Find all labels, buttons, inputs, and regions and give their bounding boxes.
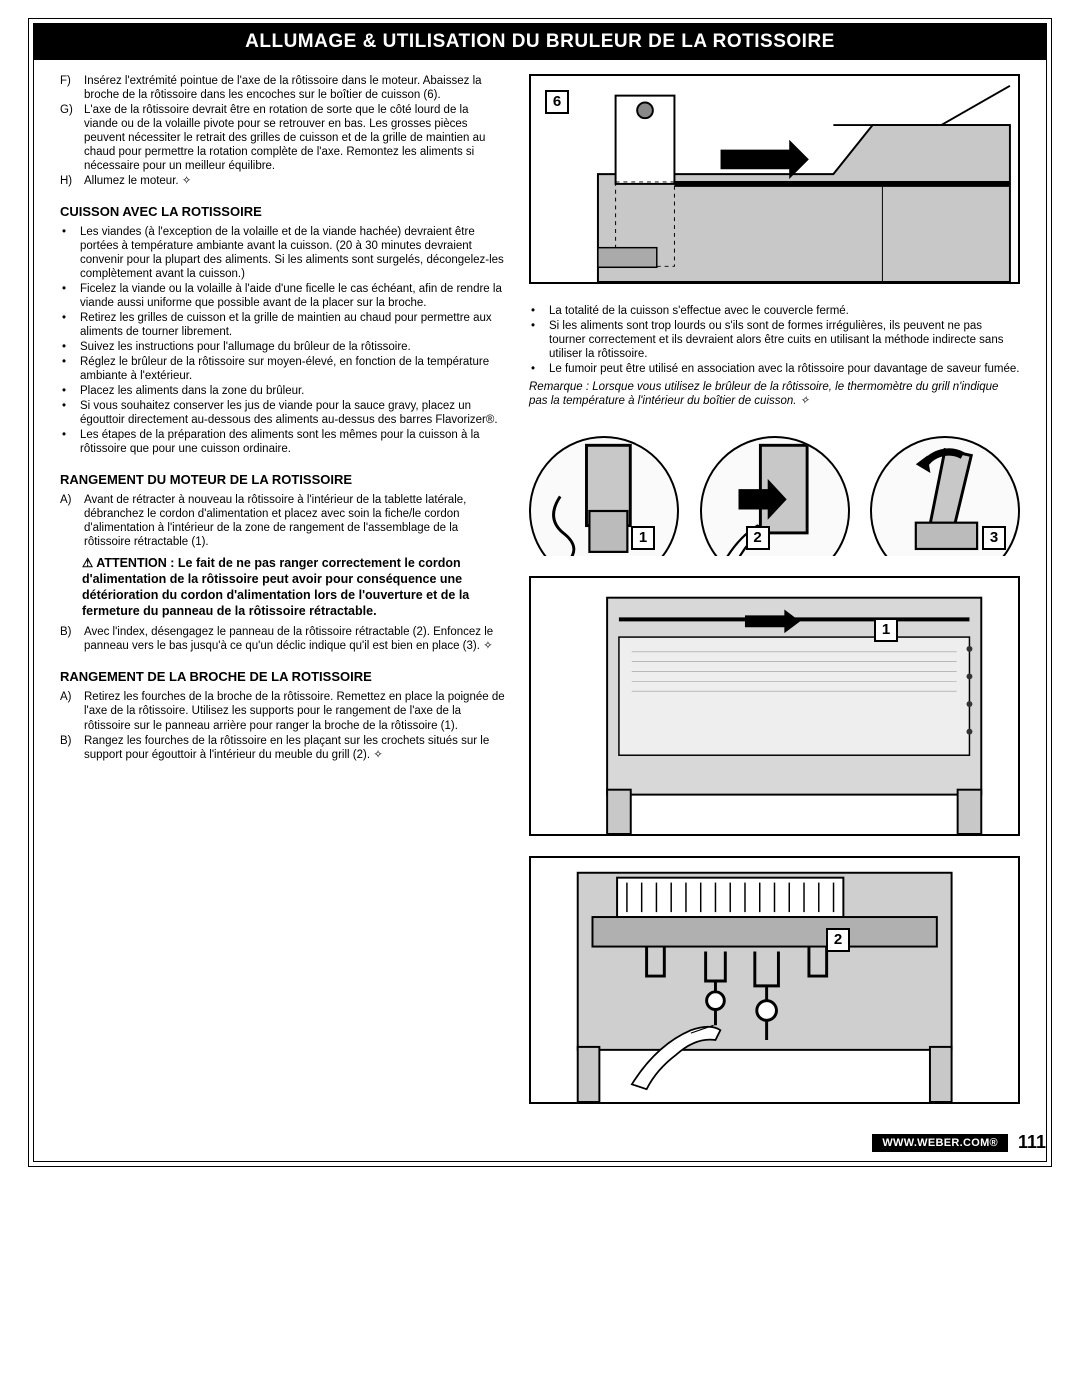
list-item: G)L'axe de la rôtissoire devrait être en… <box>60 103 505 173</box>
list-item: H) Allumez le moteur. ✧ <box>60 174 505 188</box>
list-item: Ficelez la viande ou la volaille à l'aid… <box>60 282 505 310</box>
figure-back-svg <box>531 578 1018 834</box>
text: L'axe de la rôtissoire devrait être en r… <box>84 103 505 173</box>
marker: A) <box>60 690 78 732</box>
list-item: Placez les aliments dans la zone du brûl… <box>60 384 505 398</box>
text: Les viandes (à l'exception de la volaill… <box>80 225 505 281</box>
text: Avant de rétracter à nouveau la rôtissoi… <box>84 493 505 549</box>
section-heading-motor-storage: RANGEMENT DU MOTEUR DE LA ROTISSOIRE <box>60 472 505 487</box>
section-heading-spit-storage: RANGEMENT DE LA BROCHE DE LA ROTISSOIRE <box>60 669 505 684</box>
marker: H) <box>60 174 78 188</box>
section-heading-cooking: CUISSON AVEC LA ROTISSOIRE <box>60 204 505 219</box>
figure-6-svg <box>531 76 1018 282</box>
figure-drip-svg <box>531 858 1018 1102</box>
text: Le fumoir peut être utilisé en associati… <box>549 362 1020 376</box>
list-item: La totalité de la cuisson s'effectue ave… <box>529 304 1020 318</box>
text: Retirez les fourches de la broche de la … <box>84 690 505 732</box>
callout-1: 1 <box>631 526 655 550</box>
marker: G) <box>60 103 78 173</box>
list-item: Retirez les grilles de cuisson et la gri… <box>60 311 505 339</box>
page-number: 111 <box>1018 1132 1046 1153</box>
right-column: 6 La totalité de la cuisson <box>529 74 1020 1124</box>
marker: A) <box>60 493 78 549</box>
list-item: Les viandes (à l'exception de la volaill… <box>60 225 505 281</box>
text: Ficelez la viande ou la volaille à l'aid… <box>80 282 505 310</box>
cooking-bullets: Les viandes (à l'exception de la volaill… <box>60 225 505 456</box>
left-column: F)Insérez l'extrémité pointue de l'axe d… <box>60 74 505 1124</box>
marker: F) <box>60 74 78 102</box>
text: Si vous souhaitez conserver les jus de v… <box>80 399 505 427</box>
list-item: A)Avant de rétracter à nouveau la rôtiss… <box>60 493 505 549</box>
page-outer-frame: ALLUMAGE & UTILISATION DU BRULEUR DE LA … <box>28 18 1052 1167</box>
list-item: Si les aliments sont trop lourds ou s'il… <box>529 319 1020 361</box>
right-bullets: La totalité de la cuisson s'effectue ave… <box>529 304 1020 376</box>
list-item: A)Retirez les fourches de la broche de l… <box>60 690 505 732</box>
circle-1-svg <box>531 438 677 556</box>
text: Les étapes de la préparation des aliment… <box>80 428 505 456</box>
marker: B) <box>60 625 78 653</box>
text: Placez les aliments dans la zone du brûl… <box>80 384 304 398</box>
marker: B) <box>60 734 78 762</box>
content-columns: F)Insérez l'extrémité pointue de l'axe d… <box>34 60 1046 1124</box>
figure-circles-row: 1 2 3 <box>529 436 1020 556</box>
text: Avec l'index, désengagez le panneau de l… <box>84 625 505 653</box>
right-text-block: La totalité de la cuisson s'effectue ave… <box>529 304 1020 408</box>
warning-text: ⚠ ATTENTION : Le fait de ne pas ranger c… <box>82 555 505 619</box>
circle-2-svg <box>702 438 848 556</box>
figure-grill-back: 1 <box>529 576 1020 836</box>
text: Suivez les instructions pour l'allumage … <box>80 340 411 354</box>
remark-text: Remarque : Lorsque vous utilisez le brûl… <box>529 380 1020 408</box>
figure-drip-forks: 2 <box>529 856 1020 1104</box>
footer-url: WWW.WEBER.COM® <box>872 1134 1008 1152</box>
callout-3: 3 <box>982 526 1006 550</box>
page-inner-frame: ALLUMAGE & UTILISATION DU BRULEUR DE LA … <box>33 23 1047 1162</box>
text: Insérez l'extrémité pointue de l'axe de … <box>84 74 505 102</box>
list-item: Réglez le brûleur de la rôtissoire sur m… <box>60 355 505 383</box>
motor-list-b: B)Avec l'index, désengagez le panneau de… <box>60 625 505 653</box>
list-item: F)Insérez l'extrémité pointue de l'axe d… <box>60 74 505 102</box>
circle-3-latch: 3 <box>870 436 1020 556</box>
list-item: Les étapes de la préparation des aliment… <box>60 428 505 456</box>
text: La totalité de la cuisson s'effectue ave… <box>549 304 849 318</box>
motor-list: A)Avant de rétracter à nouveau la rôtiss… <box>60 493 505 549</box>
circle-1-cord: 1 <box>529 436 679 556</box>
figure-6-motor-insert: 6 <box>529 74 1020 284</box>
text: Réglez le brûleur de la rôtissoire sur m… <box>80 355 505 383</box>
callout-6: 6 <box>545 90 569 114</box>
list-item: Si vous souhaitez conserver les jus de v… <box>60 399 505 427</box>
spit-list: A)Retirez les fourches de la broche de l… <box>60 690 505 761</box>
callout-drip-2: 2 <box>826 928 850 952</box>
text: Si les aliments sont trop lourds ou s'il… <box>549 319 1020 361</box>
text: Allumez le moteur. ✧ <box>84 174 505 188</box>
page-title: ALLUMAGE & UTILISATION DU BRULEUR DE LA … <box>34 24 1046 60</box>
text: Retirez les grilles de cuisson et la gri… <box>80 311 505 339</box>
callout-back-1: 1 <box>874 618 898 642</box>
list-item: Suivez les instructions pour l'allumage … <box>60 340 505 354</box>
list-item: B)Avec l'index, désengagez le panneau de… <box>60 625 505 653</box>
circle-2-finger: 2 <box>700 436 850 556</box>
text: Rangez les fourches de la rôtissoire en … <box>84 734 505 762</box>
list-item: Le fumoir peut être utilisé en associati… <box>529 362 1020 376</box>
footer: WWW.WEBER.COM® 111 <box>34 1132 1046 1153</box>
callout-2: 2 <box>746 526 770 550</box>
top-lettered-list: F)Insérez l'extrémité pointue de l'axe d… <box>60 74 505 188</box>
list-item: B)Rangez les fourches de la rôtissoire e… <box>60 734 505 762</box>
